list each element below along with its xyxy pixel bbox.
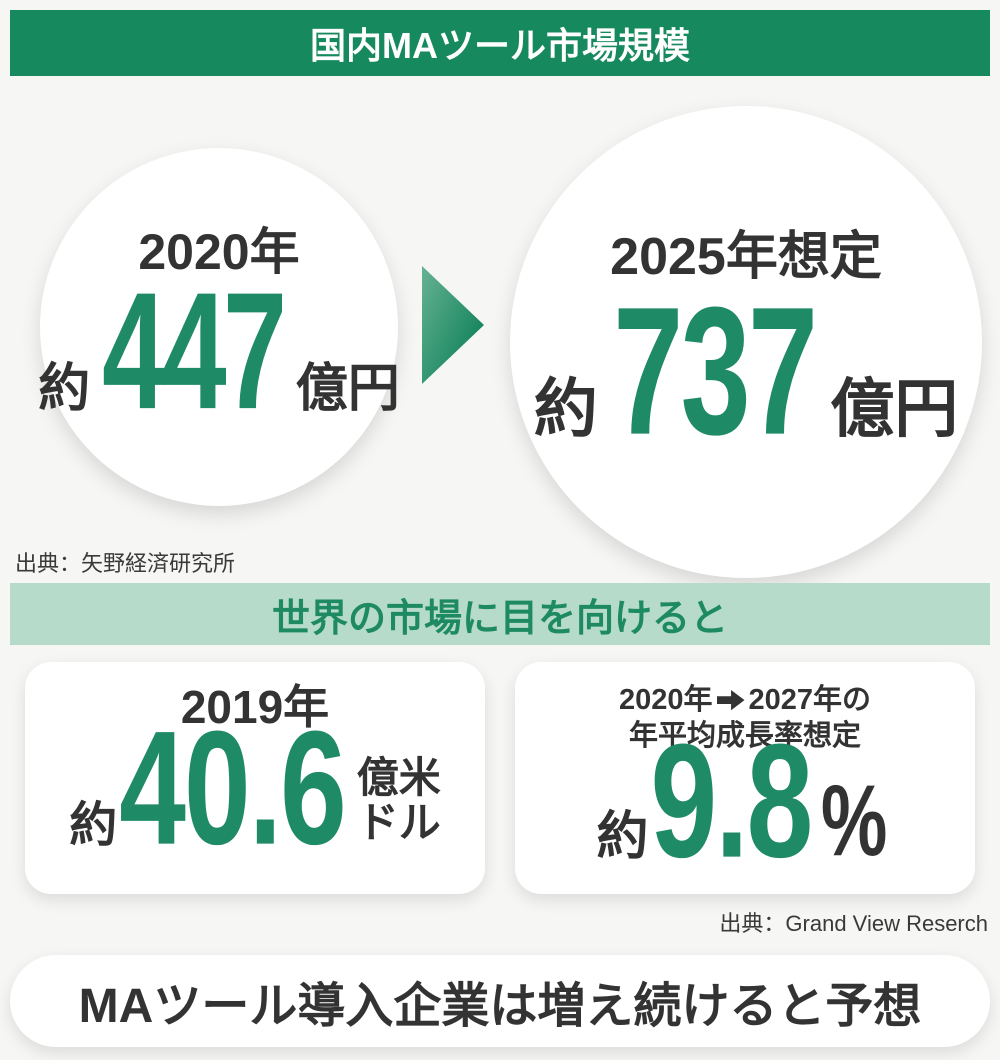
approx-label: 約	[69, 799, 118, 852]
unit-label: 億円	[295, 360, 400, 418]
value-row-2025: 約 737 億円	[533, 280, 959, 462]
box-cagr-forecast: 2020年 2027年の 年平均成長率想定 約 9.8 %	[515, 662, 975, 894]
cagr-title-label: 年平均成長率想定	[628, 720, 861, 753]
global-banner-title: 世界の市場に目を向けると	[271, 597, 728, 640]
percent-label: %	[821, 762, 888, 877]
market-value-2020: 447	[102, 258, 287, 445]
circle-2025-forecast: 2025年想定 約 737 億円	[510, 106, 982, 578]
cagr-period-label: 2020年 2027年の	[619, 682, 871, 718]
footer-message: MAツール導入企業は増え続けると予想	[78, 980, 922, 1033]
source-note-global: 出典：Grand View Reserch	[719, 911, 988, 936]
growth-arrow-icon	[422, 266, 484, 384]
approx-label: 約	[533, 373, 598, 445]
cagr-value: 9.8	[650, 710, 813, 892]
period-to: 2027年の	[748, 684, 872, 716]
page-title: 国内MAツール市場規模	[310, 25, 690, 66]
footer-banner: MAツール導入企業は増え続けると予想	[10, 955, 990, 1047]
box-2019-global-market: 2019年 約 40.6 億米 ドル	[25, 662, 485, 894]
unit-label: 億円	[830, 373, 959, 445]
value-row-2019: 約 40.6 億米 ドル	[69, 707, 441, 869]
approx-label: 約	[596, 807, 649, 866]
year-label-2019: 2019年	[180, 681, 330, 733]
market-value-2019: 40.6	[119, 697, 347, 879]
right-arrow-icon	[716, 690, 745, 711]
value-row-2020: 約 447 億円	[38, 268, 400, 434]
circle-2020-market: 2020年 約 447 億円	[38, 148, 400, 506]
year-label-2020: 2020年	[138, 224, 300, 280]
unit-top: 億米	[356, 753, 441, 801]
source-note-domestic: 出典：矢野経済研究所	[15, 551, 236, 576]
market-value-2025: 737	[612, 268, 818, 473]
global-market-banner: 世界の市場に目を向けると	[10, 583, 990, 645]
unit-bottom: ドル	[356, 799, 441, 846]
period-from: 2020年	[618, 684, 713, 716]
unit-label-stacked: 億米 ドル	[356, 753, 441, 846]
value-row-cagr: 約 9.8 %	[596, 720, 893, 882]
title-banner: 国内MAツール市場規模	[10, 10, 990, 76]
approx-label: 約	[38, 360, 91, 418]
year-label-2025: 2025年想定	[610, 228, 882, 286]
